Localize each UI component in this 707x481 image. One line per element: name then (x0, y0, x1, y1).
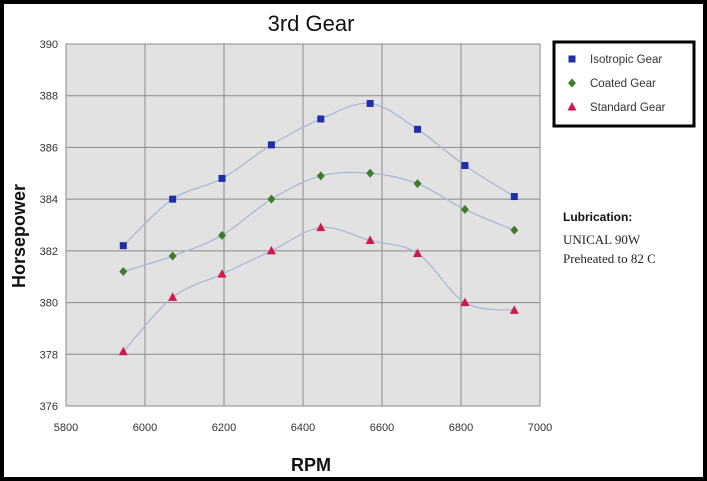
data-point-isotropic (461, 162, 469, 170)
data-point-standard (316, 222, 326, 232)
data-point-isotropic (169, 195, 177, 203)
data-point-standard (266, 245, 276, 255)
x-tick-label: 6400 (291, 422, 315, 434)
data-point-isotropic (414, 125, 422, 133)
legend-label-isotropic: Isotropic Gear (590, 54, 662, 66)
data-point-coated (168, 251, 177, 261)
data-point-coated (119, 267, 128, 277)
series-markers (118, 99, 519, 356)
legend-marker-isotropic (568, 55, 576, 63)
x-axis-title: RPM (291, 455, 331, 475)
data-point-coated (267, 194, 276, 204)
legend-label-standard: Standard Gear (590, 102, 666, 114)
lubrication-preheat: Preheated to 82 C (563, 251, 656, 266)
lubrication-oil: UNICAL 90W (563, 232, 641, 247)
data-point-isotropic (366, 99, 374, 107)
data-point-standard (168, 292, 178, 301)
legend-box (552, 40, 696, 128)
x-tick-label: 5800 (54, 422, 78, 434)
grid-lines (65, 43, 541, 407)
y-tick-label: 390 (40, 39, 58, 51)
data-point-standard (217, 269, 227, 278)
legend-label-coated: Coated Gear (590, 78, 656, 90)
legend-marker-standard (567, 102, 577, 111)
x-tick-label: 6600 (370, 422, 394, 434)
tick-labels: 5800 6000 6200 6400 6600 6800 7000 376 378 380 382… (40, 39, 553, 434)
y-tick-label: 388 (40, 91, 58, 103)
data-point-isotropic (317, 115, 325, 123)
data-point-standard (365, 235, 375, 245)
data-point-coated (510, 225, 519, 235)
x-tick-label: 7000 (528, 422, 552, 434)
data-point-coated (316, 171, 325, 181)
x-tick-label: 6000 (133, 422, 157, 434)
data-point-standard (413, 248, 423, 257)
data-point-standard (460, 297, 470, 307)
y-tick-label: 384 (40, 194, 58, 206)
data-point-standard (509, 305, 519, 314)
legend: Isotropic Gear Coated Gear Standard Gear (552, 40, 696, 128)
lubrication-title: Lubrication: (563, 210, 633, 224)
data-point-coated (460, 204, 469, 214)
y-axis-title: Horsepower (9, 184, 29, 288)
y-tick-label: 386 (40, 142, 58, 154)
data-point-coated (413, 179, 422, 189)
data-point-coated (218, 230, 227, 240)
data-point-coated (366, 168, 375, 178)
data-point-isotropic (267, 141, 275, 149)
y-tick-label: 378 (40, 349, 58, 361)
data-point-isotropic (218, 174, 226, 182)
y-tick-label: 382 (40, 246, 58, 258)
data-point-standard (118, 346, 128, 356)
legend-marker-coated (568, 78, 576, 88)
data-point-isotropic (119, 242, 127, 250)
y-tick-label: 380 (40, 298, 58, 310)
x-tick-label: 6200 (212, 422, 236, 434)
y-tick-label: 376 (40, 401, 58, 413)
data-point-isotropic (510, 193, 518, 201)
x-tick-label: 6800 (449, 422, 473, 434)
chart-title: 3rd Gear (268, 11, 355, 36)
